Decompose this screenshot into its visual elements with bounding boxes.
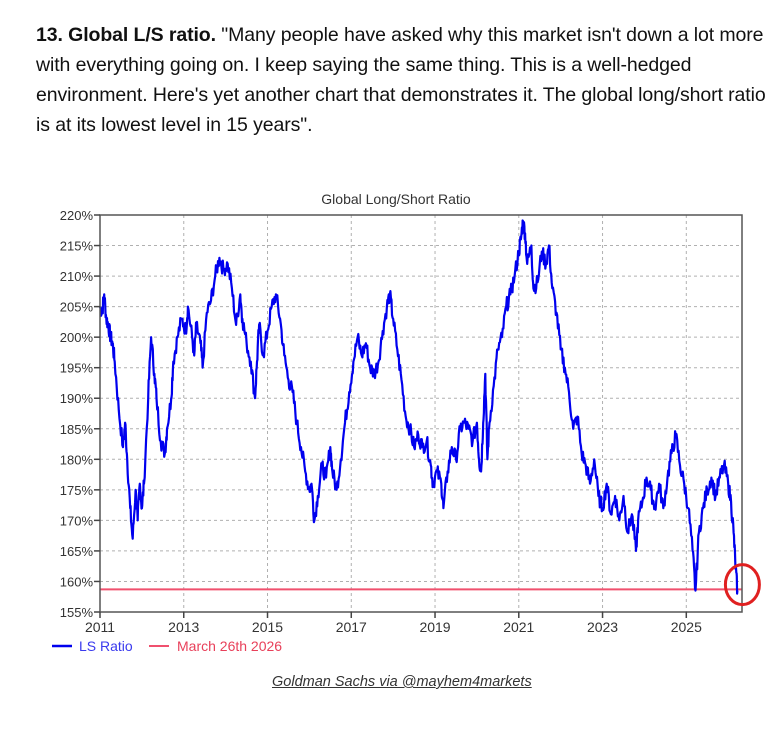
series-line-ls-ratio [98, 219, 739, 595]
article-heading: 13. Global L/S ratio. [36, 24, 216, 46]
x-tick-label: 2015 [252, 619, 283, 635]
x-tick-label: 2023 [587, 619, 618, 635]
chart: 155% 160% 165% 170% 175% 180% 185% 190% 195% 200%… [30, 180, 775, 660]
y-tick-label: 205% [60, 300, 94, 315]
series-layer [98, 219, 739, 595]
y-tick-label: 175% [60, 483, 94, 498]
x-tick-label: 2011 [85, 619, 115, 635]
plot-frame [99, 214, 743, 613]
line-chart: 155% 160% 165% 170% 175% 180% 185% 190% 195% 200%… [52, 191, 761, 654]
article-quote: "Many people have asked why this market … [36, 24, 766, 136]
legend-label-reference: March 26th 2026 [177, 638, 282, 654]
chart-title: Global Long/Short Ratio [321, 191, 471, 207]
y-tick-label: 220% [60, 208, 94, 223]
y-tick-label: 165% [60, 544, 94, 559]
y-tick-label: 210% [60, 269, 94, 284]
y-tick-label: 200% [60, 330, 94, 345]
y-tick-label: 180% [60, 452, 94, 467]
grid [100, 215, 742, 612]
axis-ticks: 155% 160% 165% 170% 175% 180% 185% 190% 195% 200%… [60, 208, 702, 635]
y-tick-label: 215% [60, 239, 94, 254]
article-paragraph: 13. Global L/S ratio. "Many people have … [36, 20, 776, 140]
x-tick-label: 2019 [419, 619, 450, 635]
x-tick-label: 2013 [168, 619, 199, 635]
y-tick-label: 185% [60, 422, 94, 437]
source-credit-link[interactable]: Goldman Sachs via @mayhem4markets [272, 674, 532, 690]
x-tick-label: 2021 [503, 619, 534, 635]
legend: LS Ratio March 26th 2026 [52, 638, 282, 654]
highlight-circle [723, 563, 761, 607]
y-tick-label: 155% [60, 605, 94, 620]
y-tick-label: 160% [60, 574, 94, 589]
x-tick-label: 2017 [336, 619, 367, 635]
y-tick-label: 195% [60, 361, 94, 376]
y-tick-label: 170% [60, 513, 94, 528]
legend-label-ls-ratio: LS Ratio [79, 638, 133, 654]
x-tick-label: 2025 [671, 619, 702, 635]
y-tick-label: 190% [60, 391, 94, 406]
